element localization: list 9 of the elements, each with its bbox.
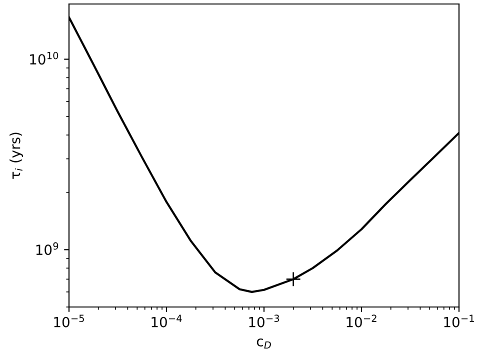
x-axis-title: c$_{D}$: [256, 338, 271, 349]
y-axis-title: τ$_{i}$ (yrs): [10, 132, 23, 179]
x-tick-label: 10$^{−3}$: [249, 314, 280, 328]
x-tick-label: 10$^{−2}$: [346, 314, 376, 328]
x-tick-label: 10$^{−4}$: [152, 314, 182, 328]
x-tick-label: 10$^{−1}$: [444, 314, 474, 328]
y-tick-label: 10$^{9}$: [36, 242, 58, 256]
x-tick-label: 10$^{−5}$: [54, 314, 84, 328]
y-tick-label: 10$^{10}$: [30, 52, 58, 65]
